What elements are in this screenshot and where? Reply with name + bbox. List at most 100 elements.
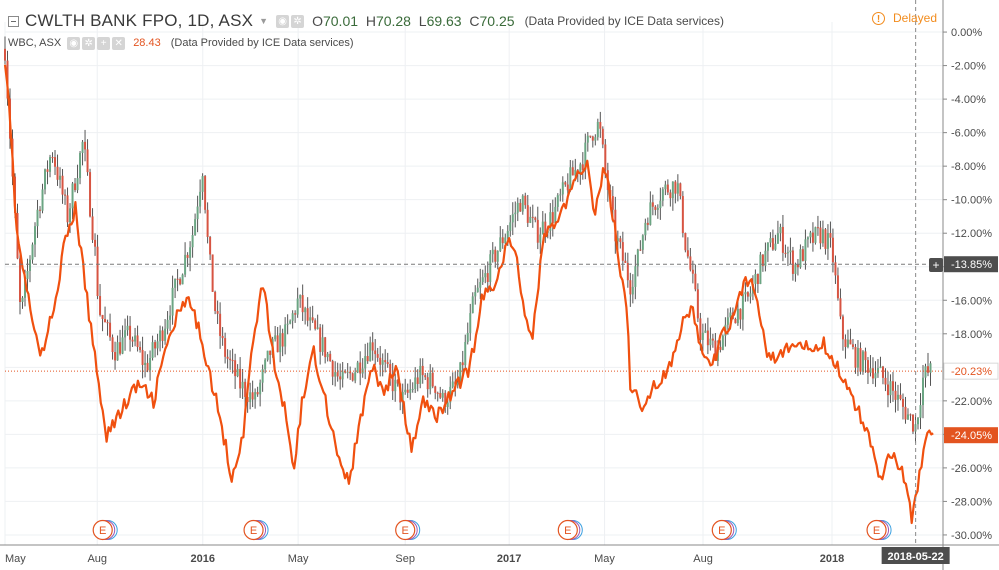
level-label: -24.05% [951, 430, 992, 442]
candle-body [209, 236, 212, 255]
candle-body [561, 182, 564, 195]
ohlc-values: O70.01 H70.28 L69.63 C70.25 [312, 13, 514, 29]
symbol-title[interactable]: CWLTH BANK FPO, 1D, ASX [25, 11, 254, 30]
candle-body [849, 339, 852, 345]
y-tick-label: -4.00% [951, 94, 986, 106]
add-level-button[interactable]: + [929, 258, 943, 272]
candle-body [721, 335, 724, 350]
earnings-marker[interactable] [92, 519, 113, 541]
candle-body [924, 366, 927, 378]
candle-body [701, 332, 704, 341]
candle-body [284, 324, 287, 347]
eye-icon[interactable]: ◉ [67, 36, 81, 50]
candle-body [294, 313, 297, 315]
candle-body [21, 297, 24, 302]
candle-body [869, 368, 872, 373]
gear-icon[interactable]: ✲ [82, 36, 96, 50]
candle-body [891, 381, 894, 391]
candle-body [856, 348, 859, 368]
level-tag [943, 362, 999, 380]
candle-body [59, 175, 62, 180]
candle-body [896, 394, 899, 400]
candle-body [221, 335, 224, 339]
earnings-marker[interactable] [866, 519, 887, 541]
candle-body [636, 249, 639, 267]
level-tag [944, 256, 998, 273]
candle-body [56, 166, 59, 180]
candle-body [4, 48, 6, 61]
earnings-marker[interactable] [243, 519, 264, 541]
delayed-indicator[interactable]: ! Delayed [872, 11, 937, 25]
candle-body [324, 337, 327, 358]
candle-body [826, 233, 829, 249]
earnings-marker[interactable] [395, 519, 416, 541]
x-tick-label: May [5, 553, 26, 565]
candle-body [201, 176, 204, 192]
candle-body [41, 189, 44, 211]
collapse-legend-button[interactable] [8, 15, 19, 27]
candle-body [391, 374, 394, 392]
candle-body [276, 335, 279, 353]
level-label: -13.85% [951, 259, 992, 271]
level-tag [944, 427, 998, 444]
candle-body [696, 289, 699, 319]
candle-body [356, 362, 359, 373]
candle-body [346, 371, 349, 373]
eye-icon[interactable]: ◉ [276, 14, 290, 28]
compare-legend: WBC, ASX ◉ ✲ + ✕ 28.43 (Data Provided by… [8, 34, 360, 52]
earnings-marker[interactable] [711, 519, 732, 541]
candle-body [814, 227, 817, 243]
candle-body [634, 266, 637, 287]
close-icon[interactable]: ✕ [112, 36, 126, 50]
candle-body [261, 369, 264, 383]
chevron-down-icon[interactable]: ▼ [259, 16, 269, 26]
candle-body [581, 164, 584, 171]
candle-body [371, 342, 374, 351]
candle-body [851, 344, 854, 347]
candle-body [469, 313, 472, 333]
candle-body [894, 390, 897, 400]
candle-body [621, 242, 624, 261]
y-tick-label: -22.00% [951, 396, 992, 408]
y-tick-label: -28.00% [951, 496, 992, 508]
close-value: 70.25 [479, 13, 515, 29]
candle-body [764, 250, 767, 266]
candle-body [886, 384, 889, 396]
candle-body [496, 250, 499, 262]
candle-body [584, 142, 587, 171]
candle-body [149, 357, 152, 371]
candle-body [726, 317, 729, 325]
low-label: L [418, 13, 427, 29]
candle-body [481, 277, 484, 283]
compare-symbol[interactable]: WBC, ASX [8, 37, 62, 49]
earnings-marker[interactable] [557, 519, 578, 541]
candle-body [359, 362, 362, 374]
plus-icon[interactable]: + [97, 36, 111, 50]
candle-body [836, 275, 839, 299]
candle-body [676, 183, 679, 194]
candle-body [309, 317, 312, 321]
candle-body [161, 330, 164, 341]
candle-body [651, 202, 654, 207]
candle-body [904, 406, 907, 420]
candle-body [854, 346, 857, 368]
candle-body [226, 356, 229, 359]
candle-body [166, 319, 169, 329]
candle-body [806, 237, 809, 240]
candle-body [404, 389, 407, 393]
candle-body [794, 264, 797, 274]
candle-body [291, 313, 294, 321]
candle-body [39, 209, 42, 211]
candle-body [466, 332, 469, 342]
candle-body [641, 235, 644, 250]
candle-body [431, 372, 434, 387]
candle-body [776, 233, 779, 244]
candle-body [629, 280, 632, 295]
candle-body [144, 362, 147, 366]
gear-icon[interactable]: ✲ [291, 14, 305, 28]
candle-body [699, 318, 702, 341]
candle-body [624, 260, 627, 263]
candle-body [211, 254, 214, 292]
y-tick-label: -18.00% [951, 329, 992, 341]
